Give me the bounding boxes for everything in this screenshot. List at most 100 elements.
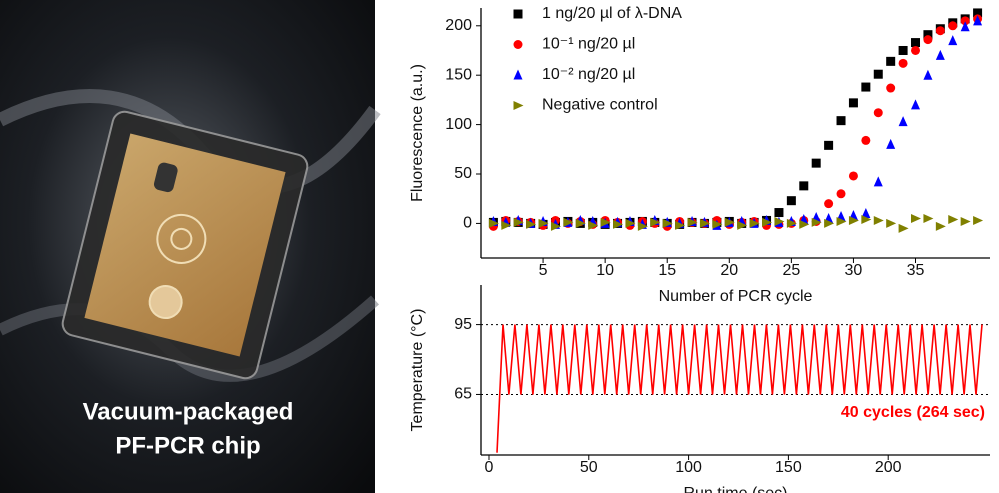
marker <box>675 220 686 230</box>
y-tick-label: 50 <box>454 165 472 182</box>
marker <box>935 221 946 231</box>
marker <box>886 218 897 228</box>
marker <box>948 214 959 224</box>
marker <box>886 138 896 149</box>
marker <box>923 35 933 45</box>
marker <box>563 217 574 227</box>
marker <box>575 218 586 228</box>
x-axis-label: Run time (sec) <box>683 485 787 493</box>
legend-label: 1 ng/20 µl of λ-DNA <box>542 5 682 22</box>
marker <box>911 99 921 110</box>
chip <box>61 110 309 380</box>
x-tick-label: 10 <box>596 262 614 279</box>
marker <box>898 45 908 55</box>
marker <box>650 217 661 227</box>
marker <box>699 218 710 228</box>
x-tick-label: 150 <box>775 459 802 476</box>
x-tick-label: 35 <box>907 262 925 279</box>
marker <box>923 69 933 80</box>
y-tick-label: 150 <box>445 66 472 83</box>
marker <box>811 217 822 227</box>
marker <box>749 218 760 228</box>
marker <box>600 217 611 227</box>
marker <box>811 158 821 168</box>
marker <box>513 217 524 227</box>
annotation: 40 cycles (264 sec) <box>841 404 985 421</box>
y-tick-label: 200 <box>445 17 472 34</box>
y-tick-label: 95 <box>454 316 472 333</box>
marker <box>687 217 698 227</box>
legend-label: 10⁻¹ ng/20 µl <box>542 36 635 53</box>
marker <box>861 82 871 92</box>
marker <box>848 98 858 108</box>
marker <box>662 218 673 228</box>
marker <box>873 108 883 118</box>
marker <box>724 217 735 227</box>
x-tick-label: 200 <box>875 459 902 476</box>
x-tick-label: 5 <box>539 262 548 279</box>
x-axis-label: Number of PCR cycle <box>659 288 813 305</box>
marker <box>637 221 648 231</box>
legend-label: 10⁻² ng/20 µl <box>542 66 635 83</box>
y-axis-label: Fluorescence (a.u.) <box>409 64 426 202</box>
y-axis-label: Temperature (°C) <box>409 309 426 432</box>
marker <box>824 199 834 209</box>
marker <box>762 217 773 227</box>
legend-marker <box>513 40 523 49</box>
marker <box>774 216 785 226</box>
x-tick-label: 20 <box>720 262 738 279</box>
marker <box>960 16 970 26</box>
x-tick-label: 50 <box>580 459 598 476</box>
marker <box>873 69 883 79</box>
marker <box>948 35 958 46</box>
marker <box>526 219 537 229</box>
legend-marker <box>513 69 523 80</box>
marker <box>886 83 896 93</box>
legend-marker <box>513 101 524 110</box>
marker <box>898 116 908 127</box>
marker <box>613 219 624 229</box>
marker <box>737 220 748 230</box>
x-tick-label: 25 <box>782 262 800 279</box>
marker <box>836 189 846 199</box>
marker <box>786 196 796 206</box>
photo: Vacuum-packaged PF-PCR chip <box>0 0 381 493</box>
marker <box>501 220 512 230</box>
marker <box>712 219 723 229</box>
marker <box>886 56 896 66</box>
marker <box>973 215 984 225</box>
marker <box>973 15 983 26</box>
legend-marker <box>513 9 523 19</box>
marker <box>960 21 970 32</box>
y-tick-label: 100 <box>445 116 472 133</box>
marker <box>625 218 636 228</box>
marker <box>898 58 908 68</box>
marker <box>861 208 871 219</box>
marker <box>911 213 922 223</box>
marker <box>911 38 921 48</box>
y-tick-label: 0 <box>463 215 472 232</box>
x-tick-label: 15 <box>658 262 676 279</box>
marker <box>588 220 599 230</box>
photo-caption: Vacuum-packaged <box>83 398 294 425</box>
marker <box>873 215 884 225</box>
marker <box>836 216 847 226</box>
marker <box>861 135 871 145</box>
marker <box>948 21 958 31</box>
marker <box>799 181 809 191</box>
marker <box>873 176 883 187</box>
marker <box>848 171 858 181</box>
marker <box>488 218 499 228</box>
marker <box>973 8 983 18</box>
marker <box>550 221 561 231</box>
marker <box>538 218 549 228</box>
marker <box>824 218 835 228</box>
marker <box>960 216 971 226</box>
photo-caption: PF-PCR chip <box>115 432 260 459</box>
x-tick-label: 30 <box>845 262 863 279</box>
marker <box>824 140 834 150</box>
marker <box>935 26 945 36</box>
marker <box>935 49 945 60</box>
marker <box>923 30 933 40</box>
